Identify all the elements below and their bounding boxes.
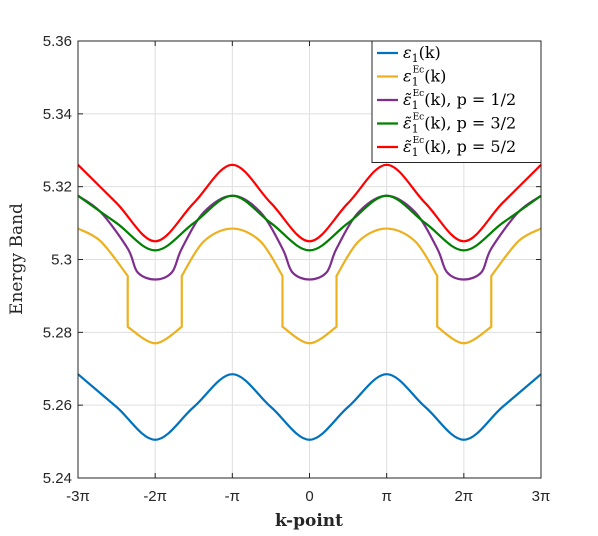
y-tick-label: 5.26 [43,397,72,414]
legend-label-part: Ec [413,136,425,146]
series-line-5 [77,163,542,243]
legend-label-part: 1 [412,76,419,89]
legend-entry: ε̃1Ec(k), p = 5/2 [403,136,516,159]
y-tick-label: 5.28 [43,324,72,341]
x-tick-label: 3π [532,488,551,505]
legend-label-part: ε [403,67,412,86]
legend-label-part: 1 [412,123,419,136]
legend-label-part: (k) [419,43,441,62]
legend-label-part: Ec [413,66,425,76]
legend-label-part: (k), p = 5/2 [424,137,516,156]
x-tick-label: -π [225,488,240,505]
legend-entry: ε1(k) [403,43,441,65]
legend-label-part: (k), p = 3/2 [424,114,516,133]
legend-entry: ε1Ec(k) [403,66,446,89]
legend-label-part: ε̃ [403,137,412,156]
y-tick-label: 5.24 [43,470,72,487]
legend-label-part: ε [403,43,412,62]
legend-label-part: ε̃ [403,90,412,109]
x-axis-title-text: k-point [275,511,343,531]
ticks: -3π -2π -π 0 π 2π 3π 5.24 5.26 5.28 5.3 5.32 5.34 5.3… [43,33,551,505]
x-tick-label: -3π [66,488,90,505]
legend-label-part: (k), p = 1/2 [424,90,516,109]
legend-label-part: (k) [424,67,446,86]
y-tick-label: 5.3 [51,252,72,269]
legend-label-part: Ec [413,89,425,99]
x-axis-title: k-point [275,511,343,531]
legend-entry: ε̃1Ec(k), p = 1/2 [403,89,516,112]
x-tick-label: -2π [143,488,167,505]
legend-label-part: 1 [412,146,419,159]
series-line-3 [77,194,542,281]
legend: ε1(k)ε1Ec(k)ε̃1Ec(k), p = 1/2ε̃1Ec(k), p… [371,40,542,163]
x-tick-label: 2π [454,488,473,505]
legend-label-part: Ec [413,113,425,123]
legend-label-part: ε̃ [403,114,412,133]
y-axis-title: Energy Band [7,203,27,315]
legend-entry: ε̃1Ec(k), p = 3/2 [403,113,516,136]
legend-label-part: 1 [412,52,419,65]
series-line-4 [77,194,542,252]
y-tick-label: 5.32 [43,179,72,196]
legend-box [371,40,542,163]
x-tick-label: π [381,488,391,505]
series-layer [77,163,542,441]
legend-label-part: 1 [412,99,419,112]
series-line-2 [77,227,542,345]
x-tick-label: 0 [305,488,313,505]
series-line-1 [77,373,542,441]
y-tick-label: 5.36 [43,33,72,50]
y-tick-label: 5.34 [43,106,72,123]
